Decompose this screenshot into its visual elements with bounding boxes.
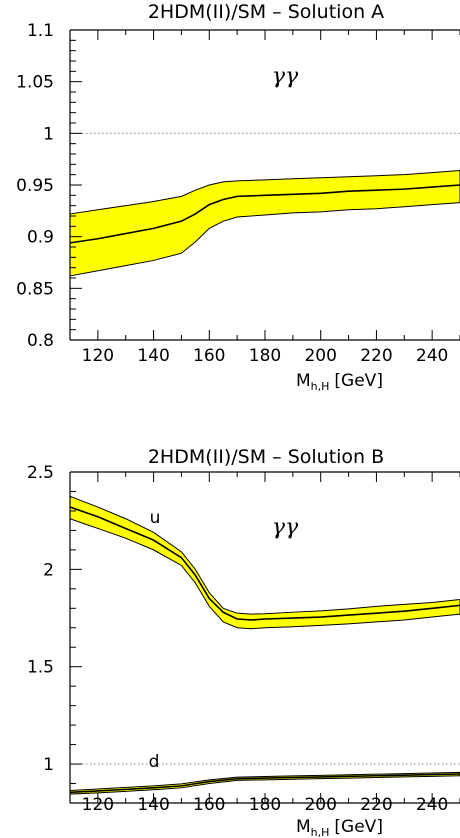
x-tick-label: 240 [416,795,448,815]
central-line-series-0 [69,184,460,244]
x-tick-label: 220 [360,346,392,366]
x-tick-label: 120 [82,346,114,366]
x-tick-label: 220 [360,795,392,815]
y-tick-label: 2.5 [27,463,54,483]
series-label-d: d [149,752,160,772]
x-tick-label: 160 [193,795,225,815]
series-label-u: u [150,508,161,528]
chart-title: 2HDM(II)/SM – Solution B [148,446,384,468]
y-tick-label: 0.85 [16,279,54,299]
x-axis-label: Mh,H [GeV] [296,371,383,393]
x-tick-label: 120 [82,795,114,815]
band-d [69,771,460,795]
x-axis-label: Mh,H [GeV] [296,817,383,838]
band-series-0 [69,170,460,277]
y-tick-label: 0.9 [27,228,54,248]
process-annotation: γγ [272,64,299,89]
panel-solution-a: 120 140 160 180 200 220 240 0.8 0.85 0.9 0.95 1 1.05… [16,1,460,393]
y-tick-label: 1.05 [16,73,54,93]
central-line-d [69,773,460,794]
y-tick-label: 0.95 [16,176,54,196]
x-tick-label: 140 [137,795,169,815]
y-tick-label: 1.1 [27,21,54,41]
central-line-u [69,506,460,621]
process-annotation: γγ [272,515,299,540]
x-tick-label: 140 [137,346,169,366]
x-tick-label: 240 [416,346,448,366]
x-tick-label: 180 [249,346,281,366]
x-tick-label: 200 [304,795,336,815]
y-tick-label: 1.5 [27,658,54,678]
x-tick-label: 200 [304,346,336,366]
panel-solution-b: u d 120 140 160 180 200 220 240 1 1.5 2 2.5 2HDM(II)/… [27,446,460,838]
x-tick-label: 180 [249,795,281,815]
chart-title: 2HDM(II)/SM – Solution A [148,1,384,23]
x-tick-label: 160 [193,346,225,366]
band-u [69,495,460,630]
y-tick-label: 1 [43,755,54,775]
y-tick-label: 1 [43,124,54,144]
y-tick-label: 2 [43,560,54,580]
y-tick-label: 0.8 [27,331,54,351]
